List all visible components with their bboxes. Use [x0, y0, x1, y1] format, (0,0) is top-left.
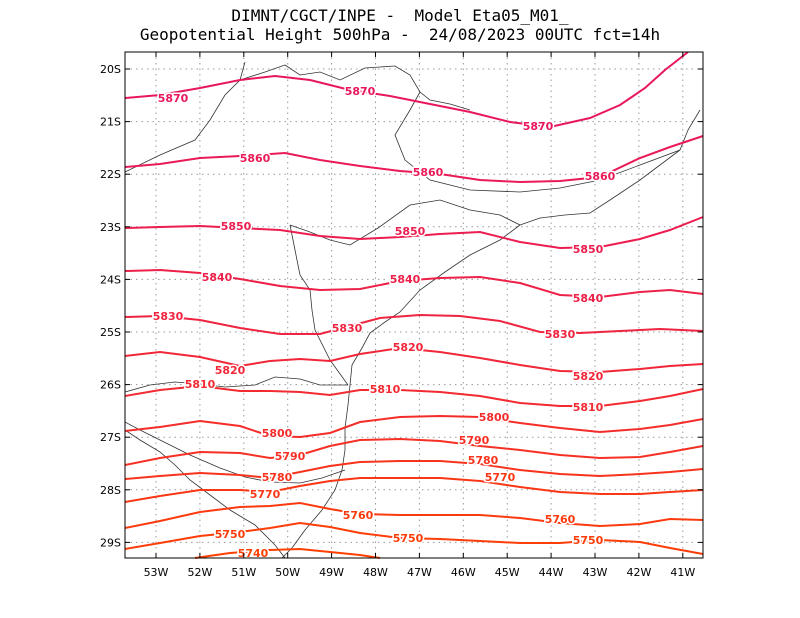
contour-label-5820: 5820: [215, 364, 246, 377]
chart-title-line2: Geopotential Height 500hPa - 24/08/2023 …: [139, 25, 661, 44]
lon-tick-label: 41W: [670, 566, 695, 579]
contour-label-5850: 5850: [395, 225, 426, 238]
coastline-and-borders: [124, 61, 701, 559]
lon-tick-label: 48W: [363, 566, 388, 579]
contour-line-5870: [124, 51, 689, 129]
contour-label-5820: 5820: [393, 341, 424, 354]
contour-line-5780: [124, 460, 704, 480]
lat-tick-label: 20S: [100, 63, 121, 76]
lat-tick-label: 26S: [100, 379, 121, 392]
coastline: [281, 149, 681, 559]
contour-label-5820: 5820: [573, 370, 604, 383]
contour-label-5760: 5760: [545, 513, 576, 526]
lat-tick-label: 24S: [100, 273, 121, 286]
contour-label-5810: 5810: [370, 383, 401, 396]
lat-tick-label: 27S: [100, 431, 121, 444]
lon-tick-label: 51W: [231, 566, 256, 579]
contour-line-5810: [124, 384, 704, 407]
contour-line-5820: [124, 346, 704, 374]
lon-tick-label: 53W: [144, 566, 169, 579]
lon-tick-label: 46W: [451, 566, 476, 579]
contour-label-5840: 5840: [202, 271, 233, 284]
contour-label-5790: 5790: [459, 434, 490, 447]
pr-sc-border: [124, 376, 348, 393]
argentina-border: [124, 429, 286, 559]
lon-tick-label: 47W: [407, 566, 432, 579]
contour-label-5750: 5750: [215, 528, 246, 541]
contour-label-5780: 5780: [262, 471, 293, 484]
lat-tick-label: 22S: [100, 168, 121, 181]
ms-pr-border: [289, 224, 349, 386]
lat-tick-label: 21S: [100, 116, 121, 129]
sc-rs-border: [124, 421, 346, 484]
lat-tick-label: 23S: [100, 221, 121, 234]
contour-label-5780: 5780: [468, 454, 499, 467]
contour-label-5800: 5800: [262, 427, 293, 440]
contour-line-5790: [124, 437, 704, 466]
contour-label-5850: 5850: [221, 220, 252, 233]
contour-line-5770: [124, 477, 704, 503]
contour-label-5770: 5770: [485, 471, 516, 484]
contour-label-5810: 5810: [573, 401, 604, 414]
lon-tick-label: 50W: [275, 566, 300, 579]
lon-tick-label: 49W: [319, 566, 344, 579]
grid-lines: [125, 52, 703, 558]
lon-tick-label: 45W: [495, 566, 520, 579]
contour-label-5850: 5850: [573, 243, 604, 256]
contour-label-5860: 5860: [413, 166, 444, 179]
state-border-sp: [289, 199, 521, 246]
contour-label-5810: 5810: [185, 378, 216, 391]
contour-line-5830: [124, 313, 704, 335]
contour-label-5870: 5870: [345, 85, 376, 98]
contour-line-5750: [124, 521, 704, 555]
contour-label-5860: 5860: [240, 152, 271, 165]
lon-tick-label: 42W: [626, 566, 651, 579]
chart-title-line1: DIMNT/CGCT/INPE - Model Eta05_M01_: [231, 6, 569, 25]
map-frame: [124, 51, 704, 559]
contour-label-5770: 5770: [250, 488, 281, 501]
contour-label-5830: 5830: [545, 328, 576, 341]
lon-tick-label: 44W: [539, 566, 564, 579]
contour-label-5870: 5870: [523, 120, 554, 133]
contour-label-5830: 5830: [332, 322, 363, 335]
contour-label-5750: 5750: [573, 534, 604, 547]
contour-line-5740: [194, 547, 381, 559]
contour-label-5790: 5790: [275, 450, 306, 463]
contour-label-5830: 5830: [153, 310, 184, 323]
contour-label-5840: 5840: [573, 292, 604, 305]
contour-label-5800: 5800: [479, 411, 510, 424]
lat-tick-label: 29S: [100, 536, 121, 549]
contour-line-5850: [124, 216, 704, 250]
contour-label-5870: 5870: [158, 92, 189, 105]
contour-line-5760: [124, 501, 704, 529]
lat-tick-label: 25S: [100, 326, 121, 339]
lon-tick-label: 43W: [583, 566, 608, 579]
lat-tick-label: 28S: [100, 484, 121, 497]
contour-line-5800: [124, 414, 704, 439]
contour-line-5840: [124, 268, 704, 299]
contour-line-5860: [124, 135, 704, 184]
contour-label-5750: 5750: [393, 532, 424, 545]
contour-label-5860: 5860: [585, 170, 616, 183]
lon-tick-label: 52W: [187, 566, 212, 579]
contour-label-5840: 5840: [390, 273, 421, 286]
contour-label-5760: 5760: [343, 509, 374, 522]
